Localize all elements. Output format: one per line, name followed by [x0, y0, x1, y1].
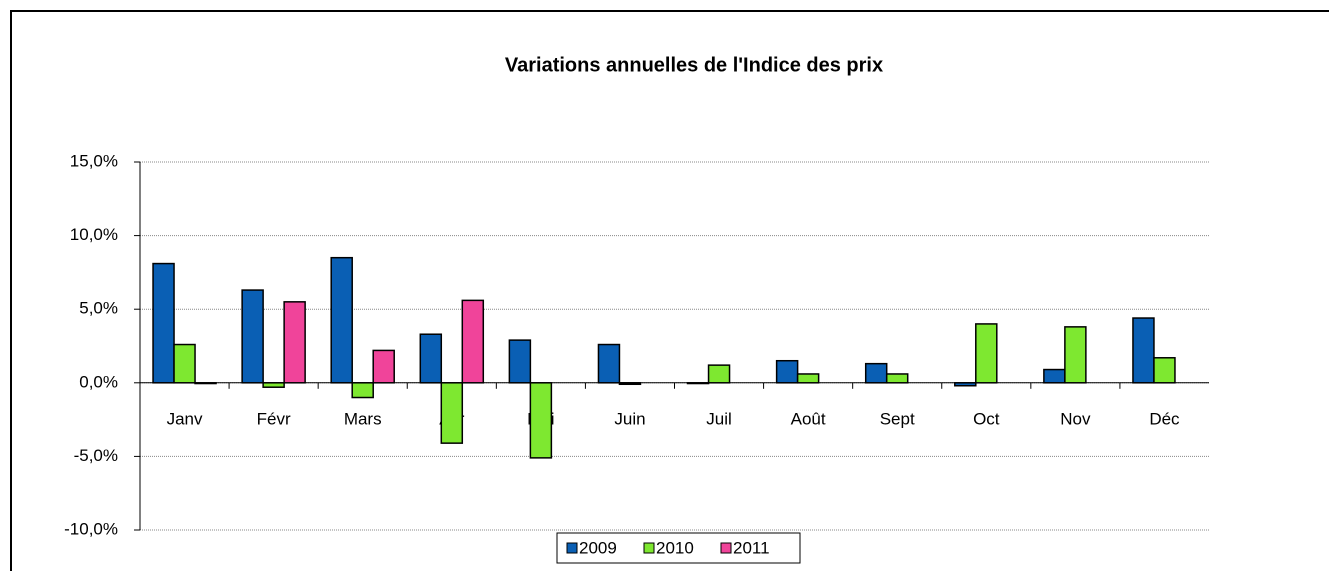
legend-label: 2010: [656, 538, 694, 557]
x-tick-label: Nov: [1060, 409, 1091, 428]
y-tick-label: 15,0%: [70, 151, 118, 170]
y-tick-label: -10,0%: [64, 519, 118, 538]
bar: [954, 382, 977, 387]
legend-label: 2011: [733, 538, 770, 557]
y-tick-label: -5,0%: [74, 446, 118, 465]
x-tick-label: Févr: [257, 409, 291, 428]
y-tick-label: 10,0%: [70, 225, 118, 244]
x-tick-label: Juil: [706, 409, 732, 428]
bar: [372, 349, 395, 384]
bar: [597, 343, 621, 384]
bar: [283, 301, 306, 384]
bar: [262, 382, 285, 388]
bar: [152, 262, 175, 384]
x-tick-label: Oct: [973, 409, 1000, 428]
bar: [1043, 368, 1066, 384]
bar: [885, 373, 909, 384]
chart-title: Variations annuelles de l'Indice des pri…: [505, 54, 883, 76]
legend-swatch: [566, 542, 578, 554]
bar: [796, 373, 820, 384]
bar: [508, 339, 532, 384]
bar: [529, 382, 553, 459]
chart-frame: [10, 10, 1329, 571]
bar: [775, 359, 799, 384]
bar: [686, 382, 710, 385]
bar: [330, 256, 353, 384]
bar: [461, 299, 485, 384]
bar: [173, 343, 196, 384]
legend-swatch: [720, 542, 732, 554]
bar: [975, 323, 998, 384]
legend-swatch: [643, 542, 655, 554]
legend-box: [556, 532, 801, 564]
bar: [440, 382, 464, 444]
bar: [419, 333, 443, 384]
x-tick-label: Août: [791, 409, 826, 428]
bar: [194, 382, 217, 385]
y-tick-label: 0,0%: [79, 372, 118, 391]
bar: [351, 382, 374, 399]
bar: [241, 289, 264, 384]
y-tick-label: 5,0%: [79, 299, 118, 318]
bar: [707, 364, 731, 384]
x-tick-label: Janv: [167, 409, 203, 428]
bar: [1153, 357, 1176, 384]
x-tick-label: Déc: [1149, 409, 1180, 428]
x-tick-label: Juin: [614, 409, 645, 428]
bar: [618, 382, 642, 386]
bar: [1064, 326, 1087, 384]
legend-label: 2009: [579, 538, 617, 557]
bar: [864, 362, 888, 384]
bar: [1132, 317, 1155, 384]
x-tick-label: Sept: [880, 409, 915, 428]
x-tick-label: Mars: [344, 409, 382, 428]
